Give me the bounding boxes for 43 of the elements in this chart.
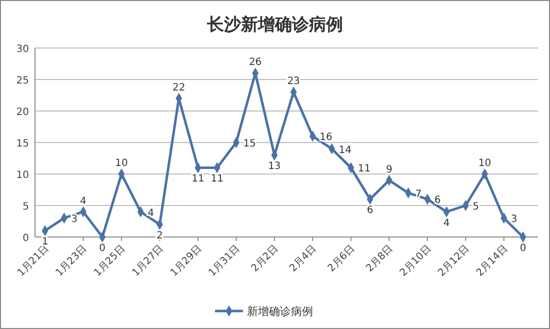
data-label: 16: [320, 132, 332, 144]
data-label: 9: [386, 164, 392, 176]
data-label: 23: [287, 76, 300, 88]
data-label: 0: [99, 243, 106, 254]
data-label: 11: [358, 164, 371, 175]
data-label: 10: [115, 158, 128, 169]
x-tick-label: 1月31日: [206, 243, 242, 279]
data-label: 15: [243, 138, 256, 150]
data-label: 6: [366, 205, 374, 216]
chart-title: 长沙新增确诊病例: [206, 15, 343, 35]
data-label: 0: [520, 243, 526, 254]
y-tick-label: 5: [22, 202, 29, 212]
y-tick-label: 15: [16, 138, 29, 150]
x-tick-label: 2月2日: [250, 243, 281, 274]
x-tick-label: 2月12日: [436, 243, 472, 279]
data-label: 10: [478, 158, 492, 169]
data-label: 4: [443, 218, 450, 229]
x-tick-label: 2月10日: [398, 243, 434, 279]
data-label: 3: [510, 214, 518, 226]
data-label: 13: [268, 161, 281, 172]
x-tick-label: 2月14日: [474, 243, 510, 279]
y-tick-label: 30: [16, 44, 29, 55]
y-tick-label: 0: [22, 233, 29, 244]
data-label: 11: [210, 174, 224, 185]
x-tick-label: 2月4日: [288, 243, 319, 274]
data-label: 26: [248, 57, 262, 68]
data-label: 14: [338, 144, 352, 156]
x-tick-label: 2月6日: [326, 243, 358, 274]
y-tick-label: 20: [16, 107, 29, 118]
y-tick-label: 10: [16, 170, 29, 181]
data-label: 4: [80, 196, 86, 207]
data-label: 5: [472, 202, 480, 212]
y-tick-label: 25: [16, 76, 29, 86]
x-tick-label: 1月23日: [54, 243, 90, 279]
data-label: 11: [192, 174, 204, 185]
data-label: 6: [434, 195, 441, 206]
x-tick-label: 1月29日: [168, 243, 204, 279]
x-tick-label: 2月8日: [364, 243, 396, 274]
data-label: 3: [71, 214, 78, 226]
x-tick-label: 1月27日: [130, 243, 166, 279]
data-label: 22: [172, 82, 186, 94]
legend-label: 新增确诊病例: [247, 305, 313, 318]
data-label: 4: [148, 208, 154, 219]
